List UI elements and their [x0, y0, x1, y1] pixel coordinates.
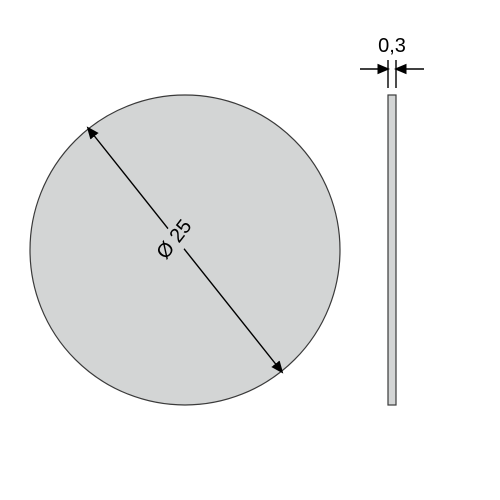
disc-side-view: [388, 95, 396, 405]
thickness-label: 0,3: [378, 35, 406, 57]
